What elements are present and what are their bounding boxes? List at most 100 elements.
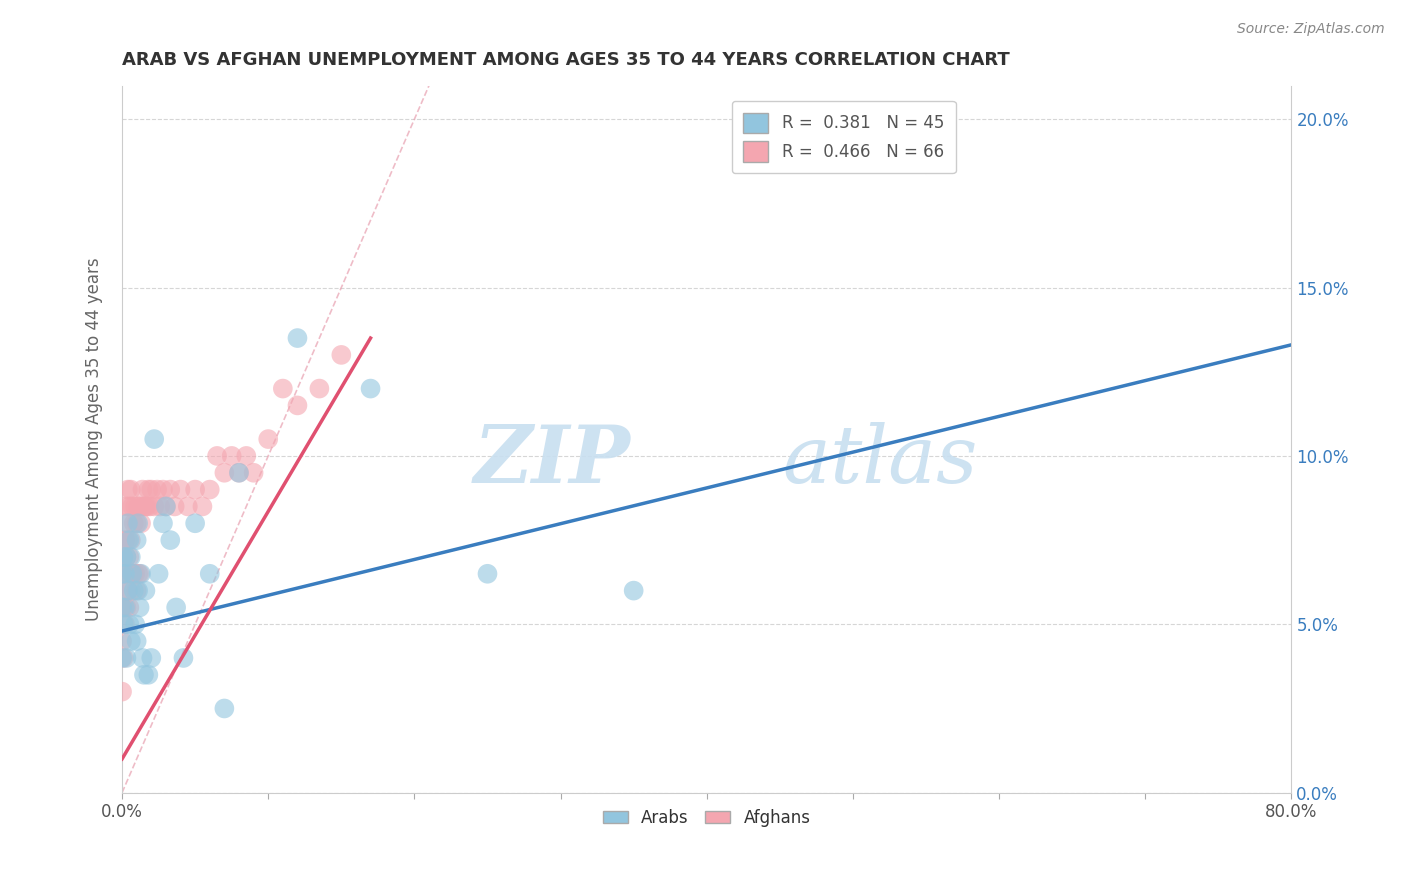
Text: ZIP: ZIP: [474, 422, 631, 499]
Point: [138, 667, 160, 681]
Point: [146, 483, 169, 497]
Point: [143, 500, 166, 514]
Point: [111, 684, 134, 698]
Point: [125, 583, 148, 598]
Point: [117, 516, 139, 531]
Point: [131, 651, 153, 665]
Point: [152, 516, 174, 531]
Point: [127, 566, 149, 581]
Point: [169, 483, 191, 497]
Point: [122, 516, 145, 531]
Point: [112, 600, 135, 615]
Point: [228, 466, 250, 480]
Point: [138, 483, 160, 497]
Point: [128, 566, 150, 581]
Point: [235, 449, 257, 463]
Point: [111, 600, 134, 615]
Legend: Arabs, Afghans: Arabs, Afghans: [596, 803, 817, 834]
Point: [112, 651, 135, 665]
Point: [205, 449, 228, 463]
Point: [117, 483, 139, 497]
Point: [128, 600, 150, 615]
Point: [155, 500, 177, 514]
Point: [769, 145, 792, 160]
Point: [114, 566, 136, 581]
Point: [149, 500, 172, 514]
Point: [287, 398, 309, 412]
Point: [148, 566, 170, 581]
Point: [111, 600, 134, 615]
Point: [132, 500, 155, 514]
Point: [117, 583, 139, 598]
Point: [132, 667, 155, 681]
Point: [115, 549, 138, 564]
Point: [115, 549, 138, 564]
Point: [122, 566, 145, 581]
Text: ARAB VS AFGHAN UNEMPLOYMENT AMONG AGES 35 TO 44 YEARS CORRELATION CHART: ARAB VS AFGHAN UNEMPLOYMENT AMONG AGES 3…: [122, 51, 1010, 69]
Point: [360, 382, 382, 396]
Point: [124, 617, 146, 632]
Point: [114, 600, 136, 615]
Point: [191, 500, 214, 514]
Point: [177, 500, 200, 514]
Point: [115, 651, 138, 665]
Point: [131, 483, 153, 497]
Point: [112, 617, 135, 632]
Point: [198, 566, 221, 581]
Point: [117, 583, 139, 598]
Point: [134, 500, 156, 514]
Point: [121, 566, 143, 581]
Point: [117, 533, 139, 547]
Point: [141, 483, 163, 497]
Point: [125, 634, 148, 648]
Point: [129, 516, 152, 531]
Point: [111, 566, 134, 581]
Point: [115, 600, 138, 615]
Point: [159, 533, 181, 547]
Point: [184, 483, 207, 497]
Point: [122, 583, 145, 598]
Point: [118, 549, 141, 564]
Point: [118, 533, 141, 547]
Point: [124, 566, 146, 581]
Point: [120, 634, 142, 648]
Point: [114, 617, 136, 632]
Point: [118, 600, 141, 615]
Point: [228, 466, 250, 480]
Point: [139, 500, 162, 514]
Point: [120, 583, 142, 598]
Point: [172, 651, 194, 665]
Point: [242, 466, 264, 480]
Point: [118, 500, 141, 514]
Y-axis label: Unemployment Among Ages 35 to 44 years: Unemployment Among Ages 35 to 44 years: [86, 257, 103, 621]
Point: [112, 566, 135, 581]
Point: [214, 466, 236, 480]
Point: [134, 583, 156, 598]
Point: [135, 500, 157, 514]
Point: [127, 516, 149, 531]
Point: [287, 331, 309, 345]
Point: [623, 583, 645, 598]
Point: [141, 651, 163, 665]
Point: [115, 500, 138, 514]
Point: [127, 583, 149, 598]
Point: [271, 382, 294, 396]
Point: [159, 483, 181, 497]
Point: [111, 634, 134, 648]
Point: [184, 516, 207, 531]
Point: [477, 566, 499, 581]
Point: [118, 617, 141, 632]
Point: [128, 500, 150, 514]
Point: [129, 566, 152, 581]
Point: [221, 449, 243, 463]
Point: [198, 483, 221, 497]
Text: Source: ZipAtlas.com: Source: ZipAtlas.com: [1237, 22, 1385, 37]
Point: [121, 566, 143, 581]
Point: [143, 432, 166, 446]
Point: [114, 533, 136, 547]
Point: [330, 348, 353, 362]
Point: [114, 566, 136, 581]
Point: [125, 533, 148, 547]
Point: [152, 483, 174, 497]
Point: [127, 500, 149, 514]
